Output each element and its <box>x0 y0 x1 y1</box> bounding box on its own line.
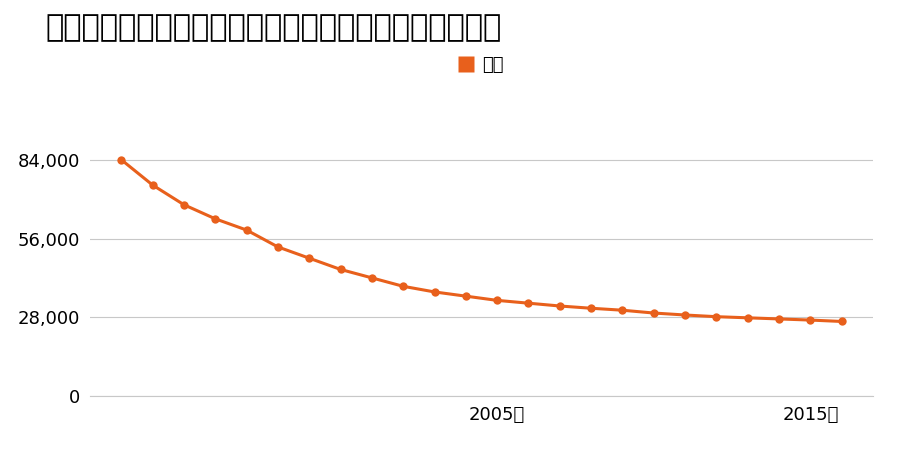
Text: 埼玉県飯能市大字下赤工字宮ノ脇４５１番６の地価推移: 埼玉県飯能市大字下赤工字宮ノ脇４５１番６の地価推移 <box>45 14 501 42</box>
Legend: 価格: 価格 <box>452 49 511 81</box>
